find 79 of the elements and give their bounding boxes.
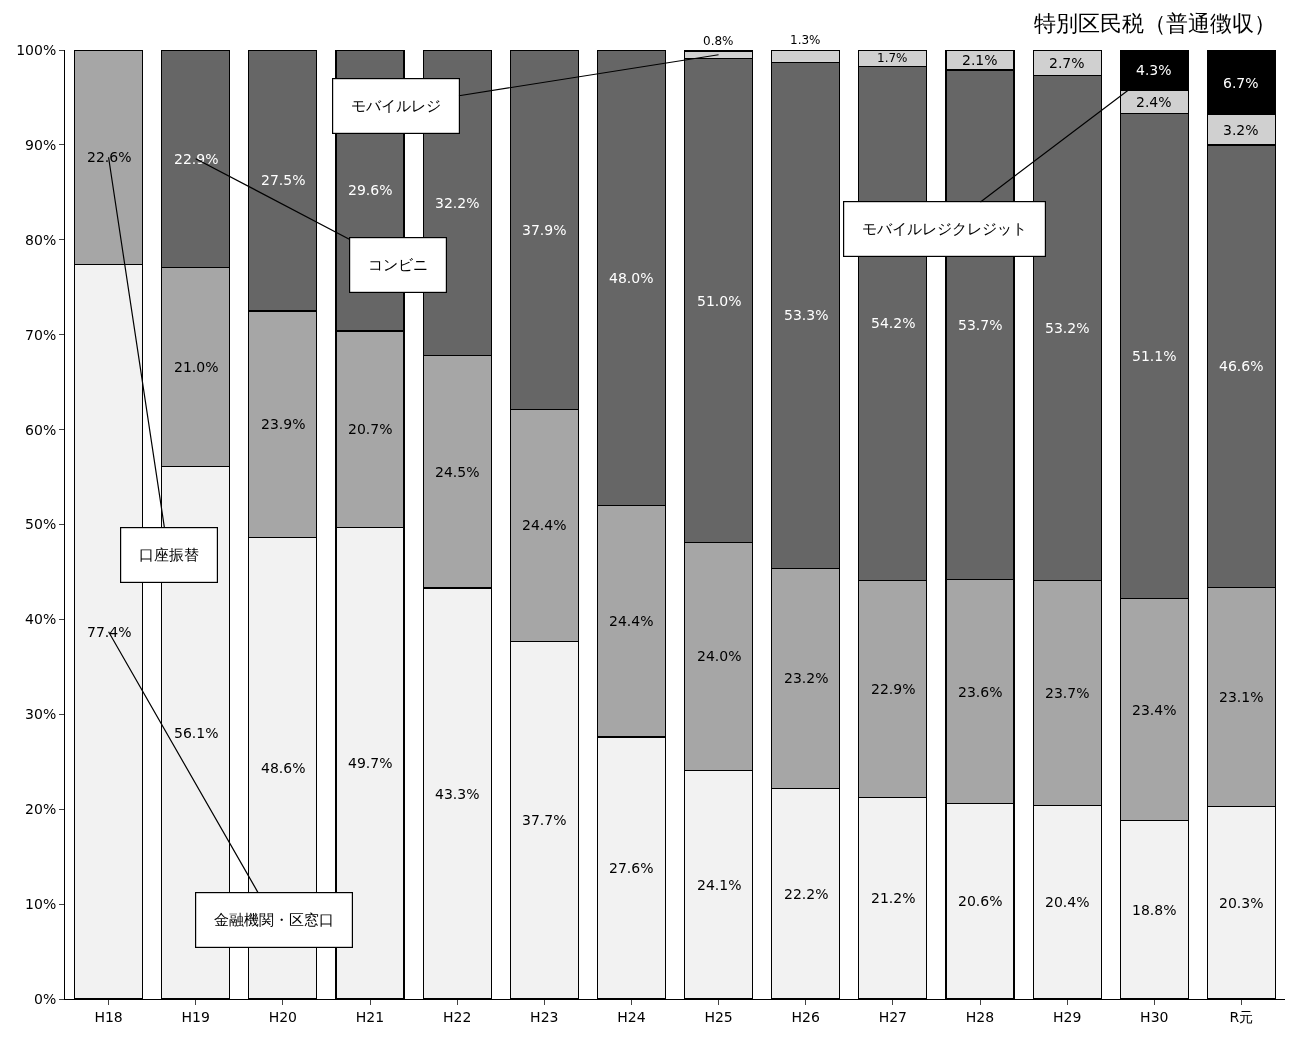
y-tick-label: 20% [25, 801, 57, 818]
data-label: 77.4% [87, 624, 132, 640]
data-label: 6.7% [1223, 75, 1259, 91]
data-label: 23.6% [958, 684, 1003, 700]
x-tick-label: H27 [878, 1008, 908, 1025]
data-label: 43.3% [435, 786, 480, 802]
x-tick-label: H29 [1052, 1008, 1082, 1025]
y-tick-label: 0% [33, 990, 57, 1007]
data-label: 2.1% [962, 52, 998, 68]
data-label: 23.4% [1132, 702, 1177, 718]
data-label: 54.2% [871, 315, 916, 331]
data-label: 18.8% [1132, 902, 1177, 918]
data-label: 51.0% [697, 293, 742, 309]
x-tick-label: H19 [181, 1008, 210, 1025]
series-label: コンビニ [368, 256, 429, 275]
x-tick-label: H21 [355, 1008, 385, 1025]
data-label: 20.7% [348, 421, 393, 437]
y-tick-label: 80% [25, 231, 57, 248]
x-tick-label: H26 [791, 1008, 820, 1025]
chart-title: 特別区民税（普通徴収） [1033, 10, 1276, 36]
data-label: 49.7% [348, 755, 393, 771]
y-tick-label: 90% [25, 136, 57, 153]
series-label: 金融機関・区窓口 [214, 911, 335, 930]
y-tick-label: 10% [25, 896, 57, 912]
data-label: 1.7% [877, 51, 908, 65]
data-label: 22.6% [87, 149, 132, 165]
y-tick-label: 70% [25, 326, 57, 343]
data-label: 48.6% [261, 760, 306, 776]
data-label: 21.2% [871, 890, 916, 906]
data-label: 24.0% [697, 648, 742, 664]
data-label: 20.6% [958, 893, 1003, 909]
data-label: 24.5% [435, 464, 480, 480]
data-label: 3.2% [1223, 122, 1259, 138]
data-label: 22.2% [784, 886, 829, 902]
y-tick-label: 100% [16, 41, 57, 58]
x-tick-label: H20 [268, 1008, 298, 1025]
data-label: 23.7% [1045, 685, 1090, 701]
callout: モバイルレジ [332, 54, 720, 134]
data-label: 24.4% [609, 613, 654, 629]
x-tick-label: H23 [530, 1008, 559, 1025]
data-label: 20.4% [1045, 894, 1090, 910]
data-label: 1.3% [790, 33, 821, 47]
data-label: 37.9% [522, 222, 567, 238]
data-label: 23.2% [784, 670, 829, 686]
x-tick-label: H24 [617, 1008, 646, 1025]
data-label: 53.7% [958, 317, 1003, 333]
x-tick-label: H28 [965, 1008, 995, 1025]
data-label: 48.0% [609, 270, 654, 286]
data-label: 22.9% [871, 681, 916, 697]
data-label: 37.7% [522, 812, 567, 828]
data-label: 2.4% [1136, 94, 1172, 110]
data-label: 29.6% [348, 182, 393, 198]
y-tick-label: 50% [25, 516, 57, 533]
data-label: 27.5% [261, 172, 306, 188]
data-label: 53.2% [1045, 320, 1090, 336]
x-tick-label: H30 [1140, 1008, 1169, 1025]
data-label: 56.1% [174, 725, 219, 741]
x-tick-label: H22 [442, 1008, 472, 1025]
data-label: 46.6% [1219, 358, 1264, 374]
x-tick-label: H25 [704, 1008, 733, 1025]
data-label: 23.1% [1219, 689, 1264, 705]
data-label: 24.4% [522, 517, 567, 533]
x-tick-label: H18 [94, 1008, 123, 1025]
data-label: 22.9% [174, 151, 219, 167]
y-tick-label: 40% [25, 611, 57, 628]
data-label: 27.6% [609, 860, 654, 876]
y-tick-label: 30% [25, 706, 57, 723]
data-label: 24.1% [697, 877, 742, 893]
data-label: 4.3% [1136, 62, 1172, 78]
y-tick-label: 60% [25, 421, 57, 438]
data-label: 53.3% [784, 307, 829, 323]
data-label: 20.3% [1219, 895, 1264, 911]
data-label: 23.9% [261, 416, 306, 432]
data-label: 51.1% [1132, 348, 1177, 364]
x-tick-label: R元 [1229, 1008, 1254, 1025]
data-label: 21.0% [174, 359, 219, 375]
data-label: 0.8% [703, 34, 734, 48]
data-label: 32.2% [435, 195, 480, 211]
data-label: 2.7% [1049, 55, 1085, 71]
